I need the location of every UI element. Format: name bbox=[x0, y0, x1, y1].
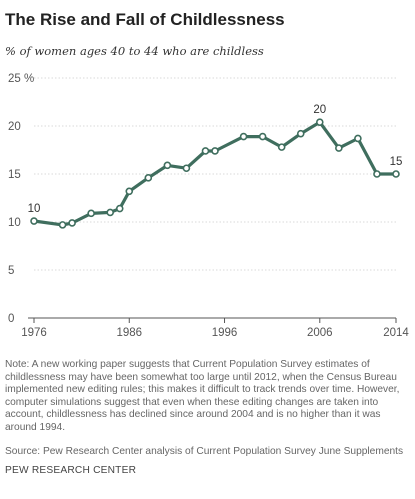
data-point bbox=[258, 132, 267, 141]
x-tick-label: 1996 bbox=[212, 327, 238, 339]
y-tick-label: 5 bbox=[8, 265, 14, 277]
data-point bbox=[68, 219, 76, 227]
data-point bbox=[144, 174, 153, 182]
data-point bbox=[106, 208, 115, 217]
line-chart: 0 5 10 15 20 25 % 1976 1986 1996 2006 2014 10 20 15 bbox=[8, 73, 409, 339]
data-point bbox=[87, 209, 95, 218]
data-point bbox=[58, 221, 67, 229]
data-point bbox=[211, 147, 219, 155]
data-point bbox=[335, 144, 343, 152]
x-tick-label: 2014 bbox=[383, 327, 409, 339]
y-tick-label: 20 bbox=[8, 121, 21, 133]
gridlines bbox=[34, 77, 396, 271]
data-point bbox=[315, 118, 324, 126]
data-labels: 10 20 15 bbox=[28, 104, 403, 215]
data-point bbox=[182, 164, 191, 173]
x-tick-label: 1986 bbox=[116, 327, 142, 339]
chart-title: The Rise and Fall of Childlessness bbox=[5, 10, 285, 29]
data-point bbox=[373, 170, 381, 178]
chart-note: Note: A new working paper suggests that … bbox=[5, 359, 400, 433]
series-line bbox=[32, 120, 398, 227]
y-tick-label: 10 bbox=[8, 217, 21, 229]
data-point bbox=[163, 161, 172, 170]
y-tick-label: 15 bbox=[8, 169, 21, 181]
data-label: 15 bbox=[390, 156, 403, 168]
data-label: 10 bbox=[28, 203, 41, 215]
axes: 0 5 10 15 20 25 % 1976 1986 1996 2006 2014 bbox=[8, 73, 409, 339]
brand-logo-text: PEW RESEARCH CENTER bbox=[5, 465, 137, 476]
data-point bbox=[392, 170, 400, 178]
chart-source: Source: Pew Research Center analysis of … bbox=[5, 446, 404, 457]
y-tick-label: 0 bbox=[8, 313, 14, 325]
data-point bbox=[354, 134, 362, 143]
data-point bbox=[296, 129, 305, 138]
data-point bbox=[30, 217, 38, 225]
y-tick-label: 25 % bbox=[8, 73, 34, 85]
chart-subtitle: % of women ages 40 to 44 who are childle… bbox=[5, 44, 264, 58]
data-point bbox=[125, 187, 134, 196]
data-label: 20 bbox=[313, 104, 326, 116]
x-tick-label: 1976 bbox=[21, 327, 47, 339]
data-point bbox=[277, 143, 286, 151]
data-point bbox=[115, 204, 124, 213]
data-point bbox=[239, 132, 248, 141]
data-point bbox=[201, 147, 210, 155]
x-tick-label: 2006 bbox=[307, 327, 333, 339]
series-group bbox=[30, 118, 400, 229]
